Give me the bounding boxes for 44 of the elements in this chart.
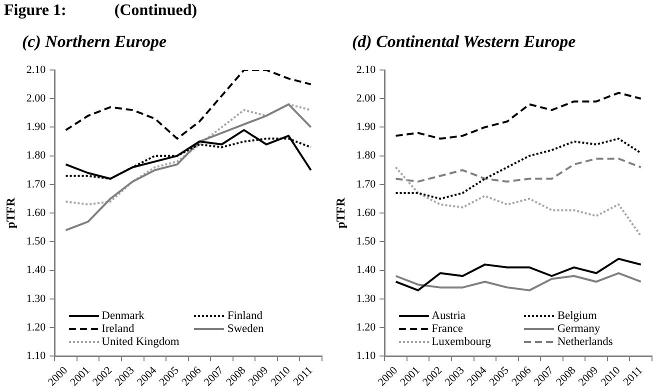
- legend-label: Austria: [432, 310, 466, 322]
- legend-label: Ireland: [102, 323, 134, 336]
- legend-label: Netherlands: [557, 336, 613, 348]
- y-tick-label: 1.30: [26, 292, 46, 305]
- y-tick-label: 2.10: [356, 64, 376, 76]
- chart-title: (c) Northern Europe: [22, 32, 167, 52]
- y-tick-label: 1.80: [356, 150, 376, 162]
- y-tick-label: 1.40: [26, 264, 46, 276]
- y-axis-title: pTFR: [333, 197, 348, 228]
- line-series: [394, 166, 642, 237]
- y-tick-label: 1.60: [26, 206, 46, 219]
- legend-label: Belgium: [557, 310, 597, 322]
- y-tick-label: 2.00: [356, 92, 376, 104]
- y-tick-label: 1.80: [26, 150, 46, 162]
- y-tick-label: 1.30: [356, 292, 376, 305]
- y-tick-label: 1.40: [356, 264, 376, 276]
- y-tick-label: 2.00: [26, 92, 46, 104]
- legend-label: United Kingdom: [102, 336, 180, 348]
- legend-label: Finland: [227, 310, 262, 322]
- y-tick-label: 1.70: [356, 178, 376, 190]
- caption: Figure 1: (Continued): [4, 2, 198, 20]
- y-tick-label: 2.10: [26, 64, 46, 76]
- y-tick-label: 1.10: [26, 350, 46, 362]
- chart-title: (d) Continental Western Europe: [352, 32, 576, 52]
- legend-label: Luxembourg: [432, 336, 491, 348]
- y-tick-label: 1.70: [26, 178, 46, 190]
- line-series: [394, 92, 642, 140]
- y-axis-title: pTFR: [3, 197, 18, 228]
- line-series: [394, 158, 642, 183]
- y-tick-label: 1.50: [26, 236, 46, 248]
- y-tick-label: 1.90: [26, 121, 46, 134]
- line-series: [64, 70, 312, 140]
- legend-label: France: [432, 323, 463, 336]
- y-tick-label: 1.20: [356, 321, 376, 334]
- line-series: [64, 103, 312, 206]
- y-tick-label: 1.10: [356, 350, 376, 362]
- line-series: [394, 138, 642, 200]
- y-tick-label: 1.50: [356, 236, 376, 248]
- legend-label: Denmark: [102, 310, 144, 322]
- y-tick-label: 1.60: [356, 206, 376, 219]
- legend-label: Germany: [557, 323, 600, 336]
- y-tick-label: 1.20: [26, 321, 46, 334]
- legend-label: Sweden: [227, 323, 264, 336]
- y-tick-label: 1.90: [356, 121, 376, 134]
